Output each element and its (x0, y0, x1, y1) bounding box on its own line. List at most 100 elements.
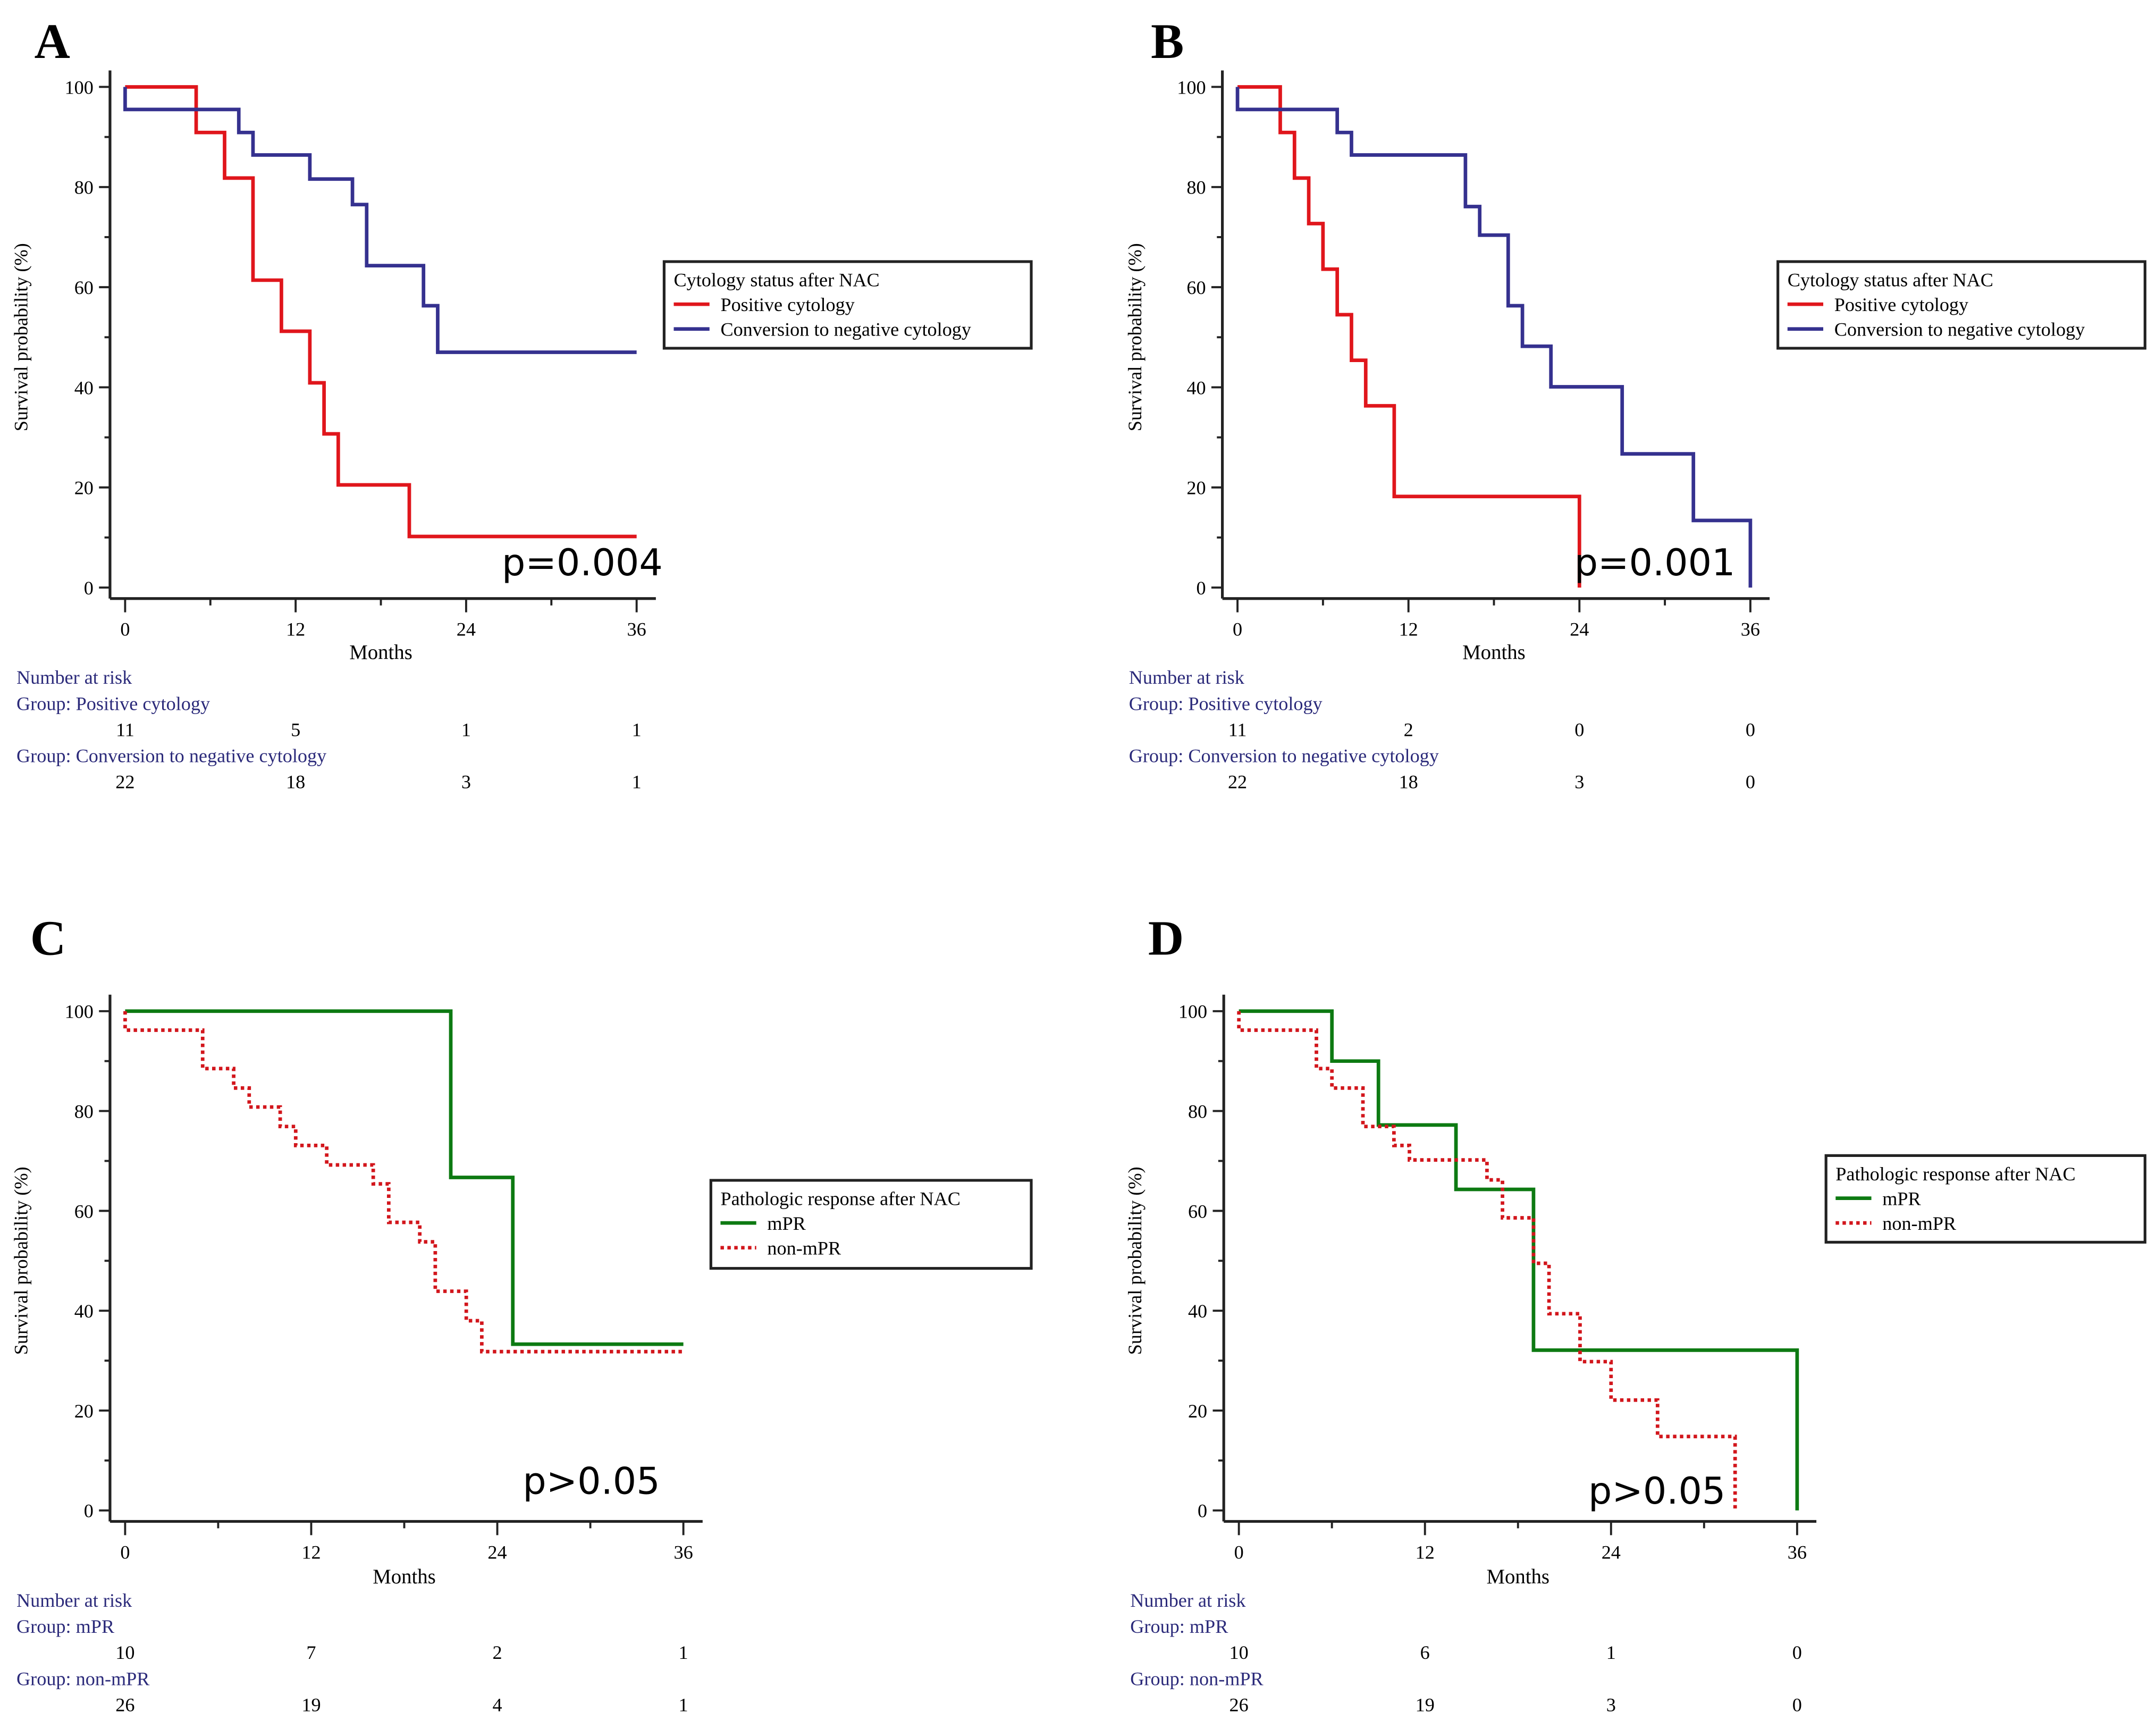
survival-curve-conversion-to-negative-cytology (123, 87, 637, 354)
x-tick-label: 0 (120, 619, 130, 640)
risk-count: 26 (115, 1694, 134, 1715)
legend-entry: Positive cytology (720, 294, 854, 315)
risk-count: 3 (461, 771, 471, 793)
risk-group-label: Group: mPR (1130, 1616, 1228, 1637)
legend-title: Pathologic response after NAC (720, 1188, 960, 1210)
y-tick-label: 20 (74, 1400, 94, 1422)
risk-count: 22 (115, 771, 134, 793)
x-tick-label: 12 (1399, 619, 1418, 640)
legend-entry: Conversion to negative cytology (720, 319, 971, 340)
x-axis-label: Months (349, 641, 412, 664)
y-tick-label: 60 (74, 277, 94, 298)
survival-curve-conversion-to-negative-cytology (1235, 87, 1753, 588)
x-tick-label: 36 (1788, 1541, 1807, 1563)
risk-count: 11 (116, 719, 134, 740)
risk-count: 1 (632, 771, 642, 793)
risk-count: 19 (301, 1694, 321, 1715)
risk-group-label: Group: non-mPR (16, 1668, 150, 1689)
x-tick-label: 12 (301, 1541, 321, 1563)
y-tick-label: 100 (65, 1001, 94, 1022)
y-tick-label: 100 (1178, 1001, 1207, 1022)
y-tick-label: 40 (1186, 377, 1206, 398)
y-tick-label: 60 (74, 1201, 94, 1222)
panel-label: A (35, 14, 70, 69)
x-tick-label: 36 (1741, 619, 1760, 640)
risk-count: 4 (492, 1694, 502, 1715)
y-tick-label: 20 (1186, 477, 1206, 499)
risk-table-title: Number at risk (16, 1590, 132, 1611)
panel-label: D (1148, 911, 1184, 966)
y-tick-label: 40 (74, 377, 94, 398)
risk-count: 1 (679, 1642, 688, 1663)
legend: Pathologic response after NAC mPR non-mPR (1824, 1154, 2146, 1244)
y-axis-label: Survival probability (%) (11, 243, 32, 431)
y-tick-label: 60 (1188, 1201, 1207, 1222)
legend: Cytology status after NAC Positive cytolo… (1776, 260, 2146, 350)
y-tick-label: 0 (1196, 577, 1206, 599)
y-tick-label: 80 (74, 1101, 94, 1122)
p-value: p=0.001 (1574, 541, 1736, 584)
legend: Cytology status after NAC Positive cytolo… (662, 260, 1033, 350)
risk-count: 18 (1399, 771, 1418, 793)
risk-table-title: Number at risk (16, 667, 132, 688)
y-axis-label: Survival probability (%) (1124, 243, 1146, 431)
risk-table-title: Number at risk (1129, 667, 1245, 688)
x-tick-label: 36 (674, 1541, 693, 1563)
risk-count: 22 (1228, 771, 1247, 793)
risk-count: 0 (1792, 1642, 1802, 1663)
risk-group-label: Group: non-mPR (1130, 1668, 1264, 1689)
risk-table-title: Number at risk (1130, 1590, 1246, 1611)
x-tick-label: 36 (627, 619, 646, 640)
legend-box (1824, 1154, 2146, 1244)
legend-box (662, 260, 1033, 350)
legend-entry: mPR (767, 1213, 806, 1234)
survival-curve-mpr (125, 1009, 684, 1346)
x-tick-label: 0 (1234, 1541, 1244, 1563)
panel-label: B (1151, 14, 1184, 69)
x-tick-label: 24 (487, 1541, 507, 1563)
x-axis-label: Months (373, 1565, 436, 1588)
survival-curve-mpr (1239, 1009, 1799, 1511)
risk-group-label: Group: Conversion to negative cytology (16, 745, 326, 767)
risk-count: 19 (1416, 1694, 1435, 1715)
y-tick-label: 40 (1188, 1301, 1207, 1322)
survival-curve-non-mpr (123, 1011, 684, 1354)
risk-count: 18 (286, 771, 305, 793)
risk-count: 11 (1228, 719, 1247, 740)
risk-count: 0 (1792, 1694, 1802, 1715)
x-tick-label: 0 (1233, 619, 1242, 640)
x-axis-label: Months (1486, 1565, 1549, 1588)
legend: Pathologic response after NAC mPR non-mPR (709, 1179, 1033, 1270)
y-axis-label: Survival probability (%) (1124, 1167, 1146, 1355)
legend-entry: Conversion to negative cytology (1834, 319, 2085, 340)
risk-count: 0 (1746, 771, 1755, 793)
legend-entry: Positive cytology (1834, 294, 1968, 315)
risk-count: 6 (1420, 1642, 1430, 1663)
x-tick-label: 24 (1602, 1541, 1621, 1563)
y-tick-label: 80 (1188, 1101, 1207, 1122)
risk-count: 1 (632, 719, 642, 740)
risk-count: 0 (1746, 719, 1755, 740)
x-axis-label: Months (1462, 641, 1526, 664)
y-tick-label: 80 (74, 177, 94, 198)
x-tick-label: 24 (457, 619, 476, 640)
y-axis-label: Survival probability (%) (11, 1167, 32, 1355)
risk-count: 2 (1404, 719, 1413, 740)
legend-title: Pathologic response after NAC (1835, 1163, 2075, 1185)
risk-count: 3 (1574, 771, 1584, 793)
risk-count: 2 (492, 1642, 502, 1663)
legend-entry: non-mPR (1882, 1213, 1957, 1234)
risk-count: 1 (461, 719, 471, 740)
x-tick-label: 12 (286, 619, 305, 640)
survival-curve-non-mpr (1237, 1011, 1737, 1511)
panel-label: C (30, 911, 66, 966)
legend-title: Cytology status after NAC (674, 270, 880, 291)
y-tick-label: 80 (1186, 177, 1206, 198)
legend-box (709, 1179, 1033, 1270)
y-tick-label: 20 (74, 477, 94, 499)
risk-count: 1 (679, 1694, 688, 1715)
